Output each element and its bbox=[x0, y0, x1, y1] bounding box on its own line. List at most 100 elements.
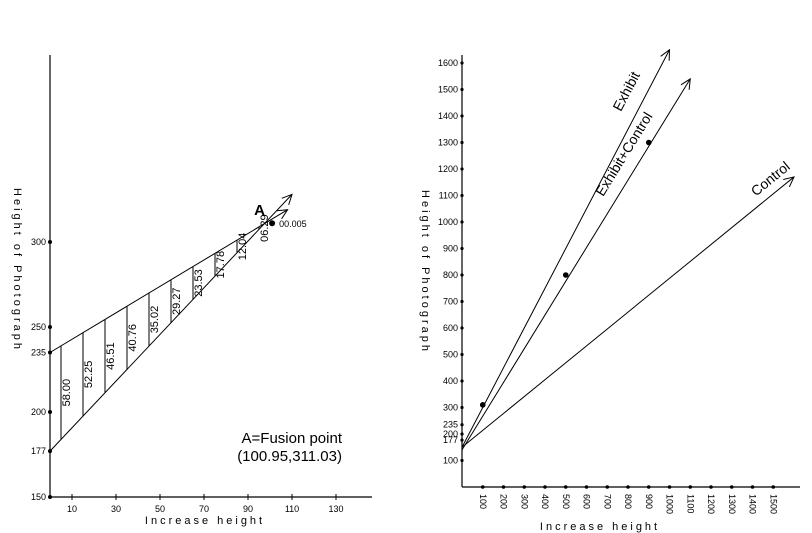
x-tick-mark bbox=[626, 485, 630, 489]
x-tick-mark bbox=[543, 485, 547, 489]
y-tick-mark bbox=[460, 432, 464, 436]
y-tick-mark bbox=[460, 423, 464, 427]
y-tick-label: 177 bbox=[443, 435, 458, 445]
fusion-line-arrowhead bbox=[281, 193, 293, 206]
series-arrowhead bbox=[680, 77, 691, 90]
y-tick-label: 1000 bbox=[438, 217, 458, 227]
y-tick-label: 200 bbox=[443, 429, 458, 439]
y-tick-mark bbox=[460, 326, 464, 330]
y-tick-label: 900 bbox=[443, 244, 458, 254]
x-tick-mark bbox=[750, 485, 755, 489]
x-tick-mark bbox=[729, 485, 734, 489]
annotation-line2: (100.95,311.03) bbox=[237, 448, 342, 465]
fusion-line-1 bbox=[49, 209, 288, 353]
y-tick-mark bbox=[460, 61, 464, 65]
y-tick-mark bbox=[48, 325, 52, 329]
x-axis-title: Increase height bbox=[145, 515, 265, 527]
y-tick-mark bbox=[460, 193, 464, 198]
segment-label: 12.04 bbox=[237, 233, 249, 261]
fusion-line-arrowhead bbox=[276, 209, 289, 220]
segment-label: 58.00 bbox=[61, 379, 73, 407]
data-point bbox=[645, 139, 652, 146]
y-tick-label: 235 bbox=[443, 420, 458, 430]
x-tick-label: 90 bbox=[243, 504, 253, 514]
y-tick-label: 300 bbox=[31, 237, 46, 247]
y-tick-label: 200 bbox=[31, 407, 46, 417]
x-tick-mark bbox=[501, 485, 506, 489]
x-tick-label: 1200 bbox=[706, 494, 716, 514]
x-tick-label: 70 bbox=[199, 504, 209, 514]
x-tick-label: 1300 bbox=[727, 494, 737, 514]
y-tick-mark bbox=[460, 299, 464, 304]
x-tick-mark bbox=[709, 485, 713, 489]
y-tick-label: 300 bbox=[443, 403, 458, 413]
x-tick-label: 500 bbox=[561, 494, 571, 509]
x-tick-label: 100 bbox=[478, 494, 488, 509]
y-tick-mark bbox=[460, 352, 464, 357]
x-tick-mark bbox=[563, 485, 568, 489]
x-tick-label: 200 bbox=[499, 494, 509, 509]
y-tick-label: 400 bbox=[443, 376, 458, 386]
y-axis-title: Height of Photograph bbox=[11, 188, 23, 352]
y-tick-mark bbox=[48, 410, 52, 414]
segment-label: 23.53 bbox=[193, 269, 205, 297]
x-tick-label: 130 bbox=[328, 504, 343, 514]
fusion-point-marker bbox=[269, 220, 276, 227]
y-tick-mark bbox=[460, 220, 464, 224]
y-tick-label: 235 bbox=[31, 348, 46, 358]
x-tick-label: 1400 bbox=[748, 494, 758, 514]
x-tick-label: 400 bbox=[540, 494, 550, 509]
y-tick-label: 1400 bbox=[438, 111, 458, 121]
segment-label: 17.78 bbox=[215, 251, 227, 279]
x-tick-label: 800 bbox=[623, 494, 633, 509]
segment-label: 46.51 bbox=[105, 342, 117, 370]
y-tick-label: 1500 bbox=[438, 85, 458, 95]
y-tick-mark bbox=[460, 167, 464, 171]
x-tick-label: 50 bbox=[155, 504, 165, 514]
x-axis-title-2: Increase height bbox=[540, 521, 660, 533]
y-tick-label: 1300 bbox=[438, 138, 458, 148]
y-tick-label: 600 bbox=[443, 323, 458, 333]
y-tick-mark bbox=[460, 458, 464, 463]
y-tick-label: 1100 bbox=[439, 191, 458, 201]
x-tick-mark bbox=[688, 485, 693, 489]
y-tick-label: 800 bbox=[443, 270, 458, 280]
x-tick-label: 600 bbox=[582, 494, 592, 509]
x-tick-mark bbox=[646, 485, 651, 489]
series-line bbox=[461, 176, 795, 448]
data-point bbox=[479, 402, 486, 408]
series-line bbox=[461, 78, 691, 451]
y-tick-mark bbox=[460, 140, 464, 145]
y-tick-label: 100 bbox=[443, 456, 458, 466]
x-tick-label: 110 bbox=[285, 504, 299, 514]
x-tick-mark bbox=[480, 485, 485, 489]
y-tick-mark bbox=[460, 379, 464, 383]
y-tick-mark bbox=[460, 87, 464, 92]
segment-label: 06.29 bbox=[259, 214, 271, 242]
x-tick-mark bbox=[522, 485, 527, 489]
x-tick-label: 1100 bbox=[685, 494, 695, 513]
x-tick-label: 1500 bbox=[768, 494, 778, 514]
exhibit-control-chart: 100 200 300 400 500 600 700 800 900 1000 1100 1200 1… bbox=[419, 48, 800, 533]
series-label: Exhibit bbox=[609, 69, 643, 114]
y-tick-label: 500 bbox=[443, 350, 458, 360]
x-tick-mark bbox=[667, 485, 672, 489]
y-tick-label: 700 bbox=[443, 297, 458, 307]
fusion-chart: 10 30 50 70 90 110 130 150 177 200 235 250 300 58.0… bbox=[11, 55, 372, 527]
x-tick-mark bbox=[584, 485, 589, 489]
x-tick-mark bbox=[605, 485, 610, 489]
series-arrowhead bbox=[783, 176, 795, 188]
annotation-line1: A=Fusion point bbox=[242, 430, 343, 447]
y-tick-mark bbox=[460, 114, 464, 118]
x-tick-label: 10 bbox=[67, 504, 77, 514]
series-line bbox=[461, 49, 670, 448]
y-tick-label: 177 bbox=[31, 446, 46, 456]
x-tick-label: 700 bbox=[602, 494, 612, 509]
series-label: Exhibit+Control bbox=[592, 109, 656, 199]
x-tick-label: 300 bbox=[519, 494, 529, 509]
x-tick-mark bbox=[771, 485, 776, 489]
fusion-point-label: A bbox=[254, 202, 265, 219]
series-arrowhead bbox=[660, 48, 671, 61]
y-tick-mark bbox=[48, 495, 52, 499]
